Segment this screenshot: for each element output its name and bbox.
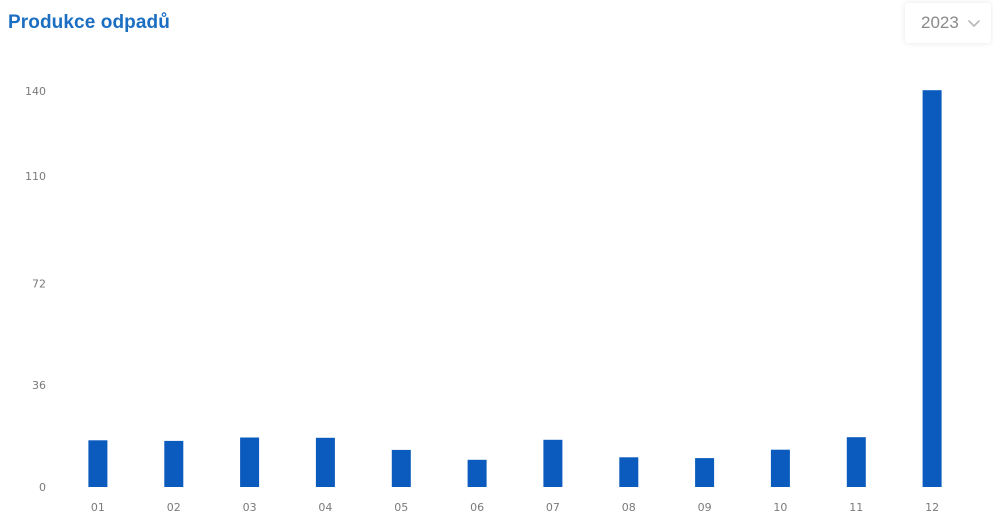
x-tick-label: 01 bbox=[91, 501, 105, 513]
bar[interactable] bbox=[619, 457, 639, 487]
bar[interactable] bbox=[315, 437, 335, 487]
y-tick-label: 140 bbox=[25, 85, 46, 98]
y-tick-label: 36 bbox=[32, 379, 46, 392]
bar[interactable] bbox=[770, 449, 790, 487]
bar[interactable] bbox=[846, 437, 866, 487]
bar[interactable] bbox=[164, 440, 184, 487]
x-tick-label: 12 bbox=[925, 501, 939, 513]
x-tick-label: 02 bbox=[167, 501, 181, 513]
bar[interactable] bbox=[543, 439, 563, 487]
x-tick-label: 07 bbox=[546, 501, 560, 513]
y-tick-label: 110 bbox=[25, 170, 46, 183]
y-tick-label: 0 bbox=[39, 481, 46, 494]
x-tick-label: 06 bbox=[470, 501, 484, 513]
chevron-down-icon bbox=[968, 20, 980, 27]
year-select[interactable]: 2023 bbox=[905, 3, 991, 43]
page-title: Produkce odpadů bbox=[8, 12, 170, 33]
x-tick-label: 05 bbox=[394, 501, 408, 513]
x-tick-label: 08 bbox=[622, 501, 636, 513]
bar[interactable] bbox=[467, 459, 487, 487]
bar[interactable] bbox=[88, 440, 108, 487]
bar[interactable] bbox=[922, 90, 942, 487]
year-select-value: 2023 bbox=[921, 13, 959, 32]
x-tick-label: 10 bbox=[773, 501, 787, 513]
bar[interactable] bbox=[695, 458, 715, 487]
y-tick-label: 72 bbox=[32, 277, 46, 290]
x-tick-label: 04 bbox=[318, 501, 332, 513]
bar[interactable] bbox=[240, 437, 260, 488]
x-tick-label: 09 bbox=[698, 501, 712, 513]
bar[interactable] bbox=[391, 449, 411, 487]
x-tick-label: 03 bbox=[243, 501, 257, 513]
x-tick-label: 11 bbox=[849, 501, 863, 513]
